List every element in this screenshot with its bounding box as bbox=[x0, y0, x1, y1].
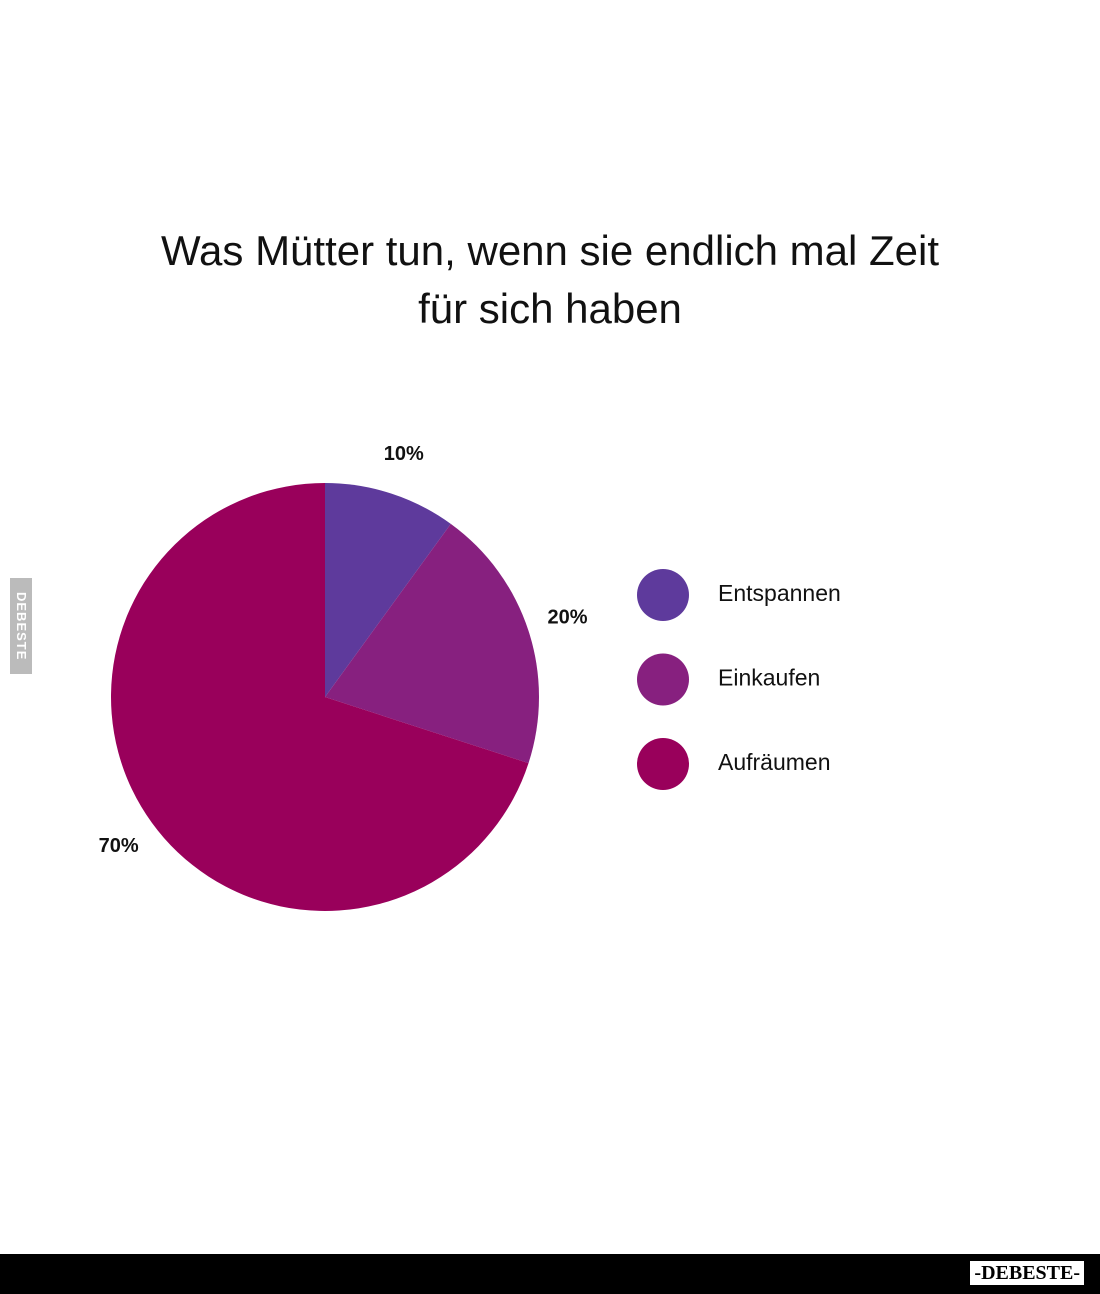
data-label: 20% bbox=[548, 606, 588, 628]
legend-swatch bbox=[637, 569, 689, 621]
pie-slice bbox=[325, 523, 540, 764]
footer-bar: -DEBESTE- bbox=[0, 1254, 1100, 1294]
data-label: 10% bbox=[384, 443, 424, 465]
pie-slice bbox=[325, 483, 451, 697]
chart: 10% Entspannen 20% Einkaufen 70% Aufräumen bbox=[99, 443, 841, 911]
legend-label: Aufräumen bbox=[718, 749, 831, 775]
chart-title: Was Mütter tun, wenn sie endlich mal Zei… bbox=[160, 227, 940, 332]
legend-swatch bbox=[637, 653, 689, 706]
legend-label: Entspannen bbox=[718, 580, 841, 606]
legend-label: Einkaufen bbox=[718, 665, 820, 691]
watermark: DEBESTE bbox=[10, 578, 32, 674]
legend-swatch bbox=[637, 738, 689, 790]
pie-slice bbox=[111, 483, 529, 911]
data-label: 70% bbox=[99, 835, 139, 857]
footer-logo: -DEBESTE- bbox=[970, 1261, 1084, 1285]
